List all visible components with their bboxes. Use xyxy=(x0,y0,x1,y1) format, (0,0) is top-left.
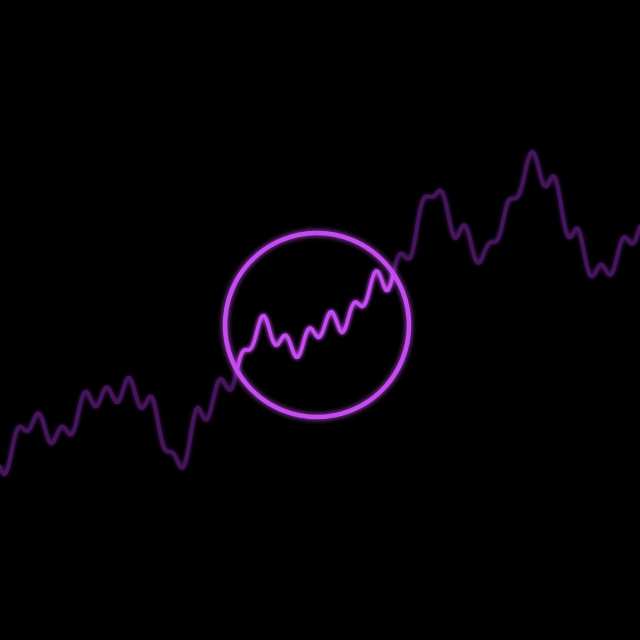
audio-waveform-line xyxy=(0,149,640,477)
glowing-ring-icon xyxy=(222,230,412,420)
audio-waveform-highlight xyxy=(225,233,409,417)
